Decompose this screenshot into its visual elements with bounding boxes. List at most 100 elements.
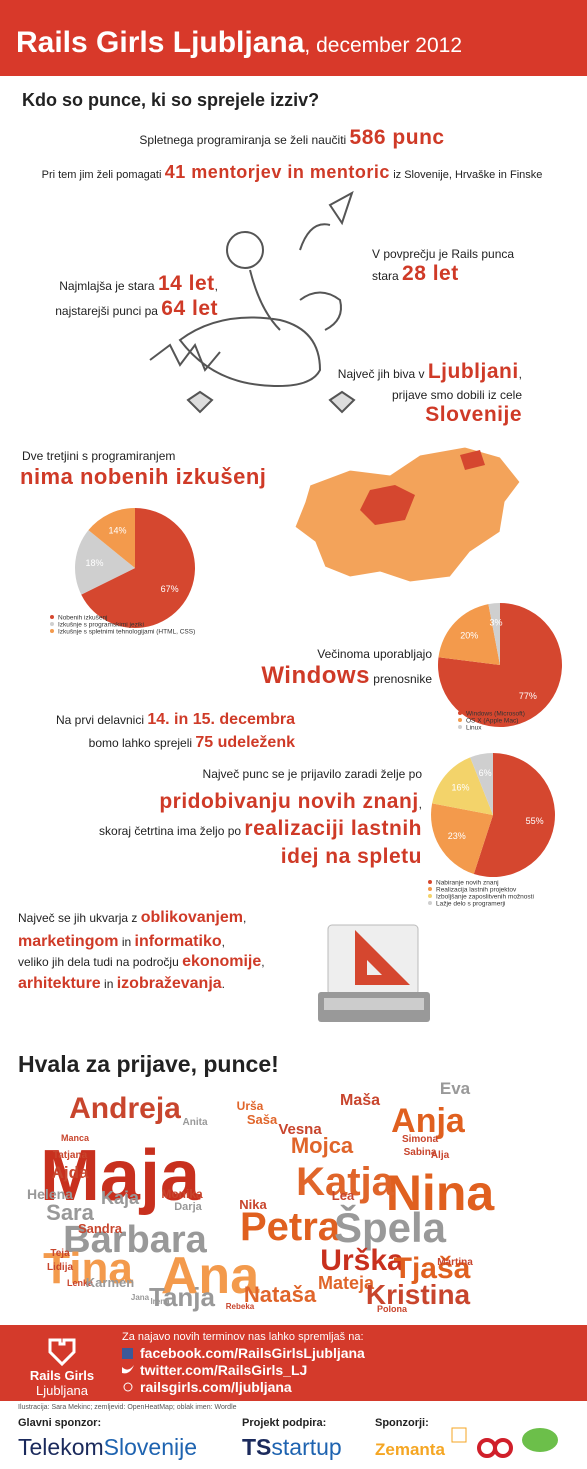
fact-highlight: Ljubljani (428, 360, 519, 383)
sponsor-label: Glavni sponzor: (18, 1417, 101, 1429)
fact-highlight: 28 let (402, 262, 459, 285)
cloud-name: Urša (237, 1099, 264, 1113)
fact-line: Na prvi delavnici 14. in 15. decembra (56, 711, 295, 728)
cloud-name: Nina (386, 1165, 496, 1221)
link[interactable]: facebook.com/RailsGirlsLjubljana (140, 1345, 365, 1361)
thanks: Hvala za prijave, punce! (18, 1051, 279, 1077)
cloud-name: Tina (43, 1244, 133, 1293)
fact-text: Največ jih biva v (338, 367, 425, 381)
slice-label: 55% (526, 816, 544, 826)
slice-label: 77% (519, 691, 537, 701)
cloud-name: Anita (183, 1117, 208, 1128)
fact-line: Windows prenosnike (261, 662, 432, 689)
legend-label: Izboljšanje zaposlitvenih možnosti (436, 894, 534, 901)
pie-slice (81, 508, 196, 628)
fact-highlight: pridobivanju novih znanj (159, 790, 418, 813)
slice-label: 16% (452, 783, 470, 793)
cloud-name: Vesna (278, 1121, 322, 1138)
fact-line: najstarejši punci pa 64 let (55, 297, 218, 320)
fact-line: skoraj četrtina ima željo po realizaciji… (99, 817, 422, 840)
pie-slice (431, 803, 493, 874)
logo-part: startup (271, 1434, 341, 1460)
cloud-name: Saša (247, 1112, 278, 1127)
cloud-name: Ajda (52, 1163, 89, 1182)
legend-label: Realizacija lastnih projektov (436, 887, 517, 894)
legend-label: Lažje delo s programerji (436, 901, 505, 908)
slice-label: 18% (85, 558, 103, 568)
subtitle: , december 2012 (304, 34, 462, 57)
fact-text: , (261, 955, 264, 969)
cloud-name: Irena (150, 1297, 170, 1306)
fact-highlight: 75 udeleženk (195, 734, 295, 751)
cloud-name: Kaja (101, 1188, 140, 1208)
fact-text: prenosnike (373, 672, 432, 686)
legend-label: Windows (Microsoft) (466, 711, 525, 718)
icon (318, 924, 430, 1022)
fact-text: in (104, 977, 113, 991)
legend-label: OS X (Apple Mac) (466, 718, 518, 725)
cloud-name: Lenka (67, 1278, 94, 1288)
fact-text: , (419, 797, 422, 811)
fact-line: Najmlajša je stara 14 let, (59, 272, 218, 295)
pie-slice (88, 508, 135, 568)
fact-text: in (122, 935, 131, 949)
fact-highlight: 41 mentorjev in mentoric (165, 162, 390, 182)
footer-band (0, 1325, 587, 1401)
logo-part: Telekom (18, 1434, 104, 1460)
legend-label: Izkušnje s spletnimi tehnologijami (HTML… (58, 629, 195, 636)
brand-city: Ljubljana (36, 1383, 89, 1398)
cloud-name: Kristina (366, 1279, 471, 1310)
fact-line: Dve tretjini s programiranjem (22, 449, 175, 463)
fact-text: iz Slovenije, Hrvaške in Finske (393, 169, 542, 181)
cloud-name: Tanja (149, 1282, 216, 1312)
fact-text: , (519, 367, 522, 381)
fact-line: V povprečju je Rails punca (372, 247, 514, 261)
slice-label: 67% (161, 584, 179, 594)
cloud-name: Mojca (291, 1133, 354, 1158)
fact-line: Največ se jih ukvarja z oblikovanjem, (18, 909, 246, 926)
fact-line: Največ jih biva v Ljubljani, (338, 360, 522, 383)
cloud-name: Teja (50, 1248, 70, 1259)
pie-slice (75, 530, 135, 595)
fact-highlight: realizaciji lastnih (244, 817, 422, 840)
cloud-name: Anja (391, 1102, 466, 1140)
fact-text: bomo lahko sprejeli (89, 736, 192, 750)
legend-swatch (50, 615, 54, 619)
cloud-name: Nika (239, 1197, 267, 1212)
cloud-name: Sara (46, 1200, 94, 1225)
cloud-name: Lea (332, 1188, 355, 1203)
link[interactable]: twitter.com/RailsGirls_LJ (140, 1362, 307, 1378)
fact-highlight: oblikovanjem (141, 909, 243, 926)
legend-swatch (428, 894, 432, 898)
sponsor-icons (451, 1427, 558, 1458)
legend-label: Nabiranje novih znanj (436, 880, 499, 887)
legend-label: Nobenih izkušenj (58, 615, 108, 622)
sponsor-logo: Zemanta (375, 1440, 445, 1459)
slice-label: 3% (490, 617, 503, 627)
legend-swatch (428, 887, 432, 891)
logo-part: Slovenije (104, 1434, 197, 1460)
credits: Ilustracija: Sara Mekinc; zemljevid: Ope… (18, 1404, 237, 1411)
link[interactable]: railsgirls.com/ljubljana (140, 1379, 292, 1395)
logo-heart (48, 1338, 76, 1367)
slice-label: 6% (479, 768, 492, 778)
cloud-name: Petra (240, 1205, 341, 1249)
pie-slice (473, 753, 555, 878)
cloud-name: Sandra (78, 1221, 123, 1236)
cloud-name: Darja (174, 1201, 202, 1213)
cloud-name: Tjaša (394, 1252, 471, 1285)
cloud-name: Helena (27, 1186, 73, 1202)
sponsor-logo: TelekomSlovenije (18, 1434, 197, 1460)
cloud-name: Mateja (318, 1273, 375, 1293)
cloud-name: Karmen (86, 1275, 134, 1290)
cloud-name: Martina (437, 1257, 473, 1268)
fact-line: Pri tem jim želi pomagati 41 mentorjev i… (42, 162, 543, 182)
brand: Rails Girls (30, 1368, 94, 1383)
slice-label: 20% (460, 631, 478, 641)
fact-highlight: informatiko (135, 933, 222, 950)
legend-swatch (458, 725, 462, 729)
fact-line: stara 28 let (372, 262, 459, 285)
header-band (0, 0, 587, 76)
